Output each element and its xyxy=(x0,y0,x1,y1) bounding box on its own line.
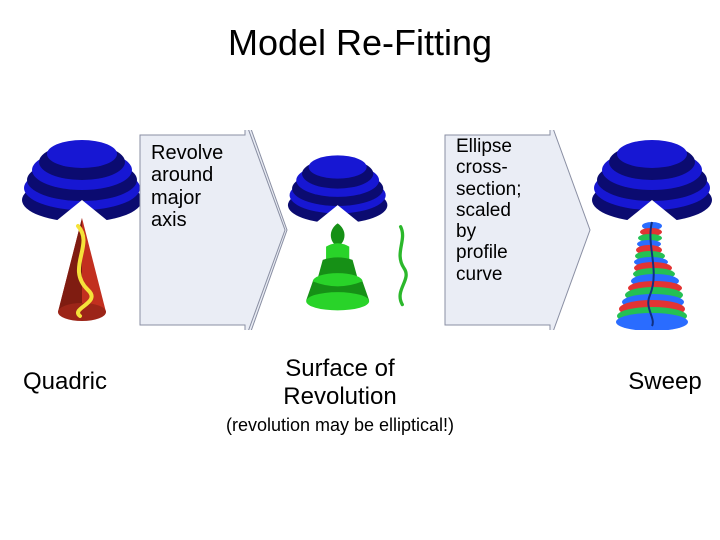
diagram-stage: Revolve around major axis xyxy=(0,130,720,430)
page-title: Model Re-Fitting xyxy=(0,0,720,64)
panel-quadric xyxy=(10,130,155,330)
panel-sor xyxy=(278,130,423,330)
arrow-revolve-text: Revolve around major axis xyxy=(151,142,223,232)
label-sor: Surface of Revolution xyxy=(240,355,440,411)
panel-sweep xyxy=(580,130,720,330)
quadric-illustration xyxy=(10,130,155,330)
arrow-revolve: Revolve around major axis xyxy=(135,130,290,330)
sor-illustration xyxy=(278,130,423,330)
sweep-illustration xyxy=(580,130,720,330)
sweep-ribs xyxy=(616,222,688,330)
arrow-ellipse-text: Ellipse cross- section; scaled by profil… xyxy=(456,136,521,285)
label-quadric: Quadric xyxy=(10,368,120,396)
label-sor-sub: (revolution may be elliptical!) xyxy=(190,415,490,436)
label-sweep: Sweep xyxy=(615,368,715,396)
arrow-ellipse: Ellipse cross- section; scaled by profil… xyxy=(440,130,595,330)
